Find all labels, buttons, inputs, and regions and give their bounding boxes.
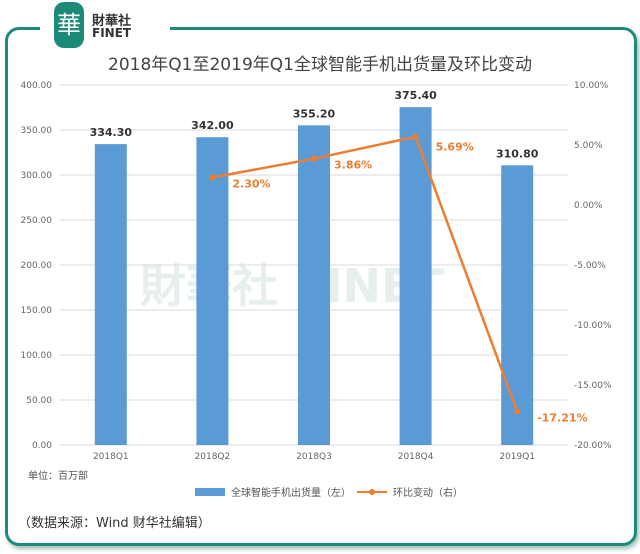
logo: 華 財華社 FINET bbox=[40, 2, 170, 48]
line-label: 5.69% bbox=[436, 141, 474, 154]
watermark: 財華社 FINET bbox=[140, 259, 444, 313]
legend-line-label: 环比变动（右） bbox=[393, 488, 463, 499]
y-left-tick: 150.00 bbox=[21, 306, 53, 316]
legend-bar-swatch bbox=[195, 487, 225, 496]
line-point bbox=[209, 174, 216, 181]
y-left-tick: 0.00 bbox=[32, 441, 52, 451]
x-tick: 2018Q4 bbox=[398, 452, 434, 462]
x-tick: 2018Q1 bbox=[93, 452, 129, 462]
logo-en: FINET bbox=[92, 26, 132, 40]
bar-label: 342.00 bbox=[191, 119, 234, 132]
x-tick: 2018Q2 bbox=[195, 452, 231, 462]
bar bbox=[94, 144, 127, 445]
legend: 全球智能手机出货量（左） 环比变动（右） bbox=[195, 484, 463, 499]
y-left-tick: 100.00 bbox=[21, 351, 53, 361]
y-right-tick: 10.00% bbox=[574, 81, 609, 91]
y-right-tick: 5.00% bbox=[574, 141, 603, 151]
y-left-tick: 250.00 bbox=[21, 216, 53, 226]
line-point bbox=[514, 408, 521, 415]
y-left-tick: 400.00 bbox=[21, 81, 53, 91]
x-tick: 2018Q3 bbox=[296, 452, 332, 462]
y-left-tick: 50.00 bbox=[26, 396, 52, 406]
chart-title: 2018年Q1至2019年Q1全球智能手机出货量及环比变动 bbox=[108, 55, 532, 75]
line-point bbox=[311, 155, 317, 162]
line-label: 2.30% bbox=[232, 177, 270, 190]
source-note: （数据来源：Wind 财华社编辑） bbox=[18, 516, 211, 531]
line-label: -17.21% bbox=[537, 412, 587, 425]
y-right-tick: -10.00% bbox=[574, 321, 612, 331]
legend-bar-label: 全球智能手机出货量（左） bbox=[231, 488, 351, 499]
bar bbox=[196, 137, 229, 445]
bar-label: 355.20 bbox=[293, 107, 336, 120]
legend-line-swatch bbox=[357, 488, 387, 495]
y-left-tick: 300.00 bbox=[21, 171, 53, 181]
x-tick: 2019Q1 bbox=[499, 452, 535, 462]
line-series bbox=[212, 135, 519, 412]
bar bbox=[399, 107, 432, 445]
bar-label: 334.30 bbox=[90, 126, 133, 139]
y-left-tick: 350.00 bbox=[21, 126, 53, 136]
y-right-tick: -15.00% bbox=[574, 381, 612, 391]
bar bbox=[501, 165, 534, 445]
logo-cn: 財華社 bbox=[92, 14, 132, 29]
bar-label: 310.80 bbox=[496, 147, 539, 160]
bar-label: 375.40 bbox=[394, 89, 437, 102]
y-left-tick: 200.00 bbox=[21, 261, 53, 271]
logo-mark-icon: 華 bbox=[54, 2, 84, 48]
bar bbox=[298, 125, 330, 445]
line-point bbox=[412, 133, 419, 140]
y-right-tick: -20.00% bbox=[574, 441, 612, 451]
y-right-tick: -5.00% bbox=[574, 261, 606, 271]
unit-label: 单位：百万部 bbox=[28, 471, 88, 482]
y-right-tick: 0.00% bbox=[574, 201, 603, 211]
line-label: 3.86% bbox=[334, 159, 372, 172]
frame-border bbox=[5, 27, 637, 546]
